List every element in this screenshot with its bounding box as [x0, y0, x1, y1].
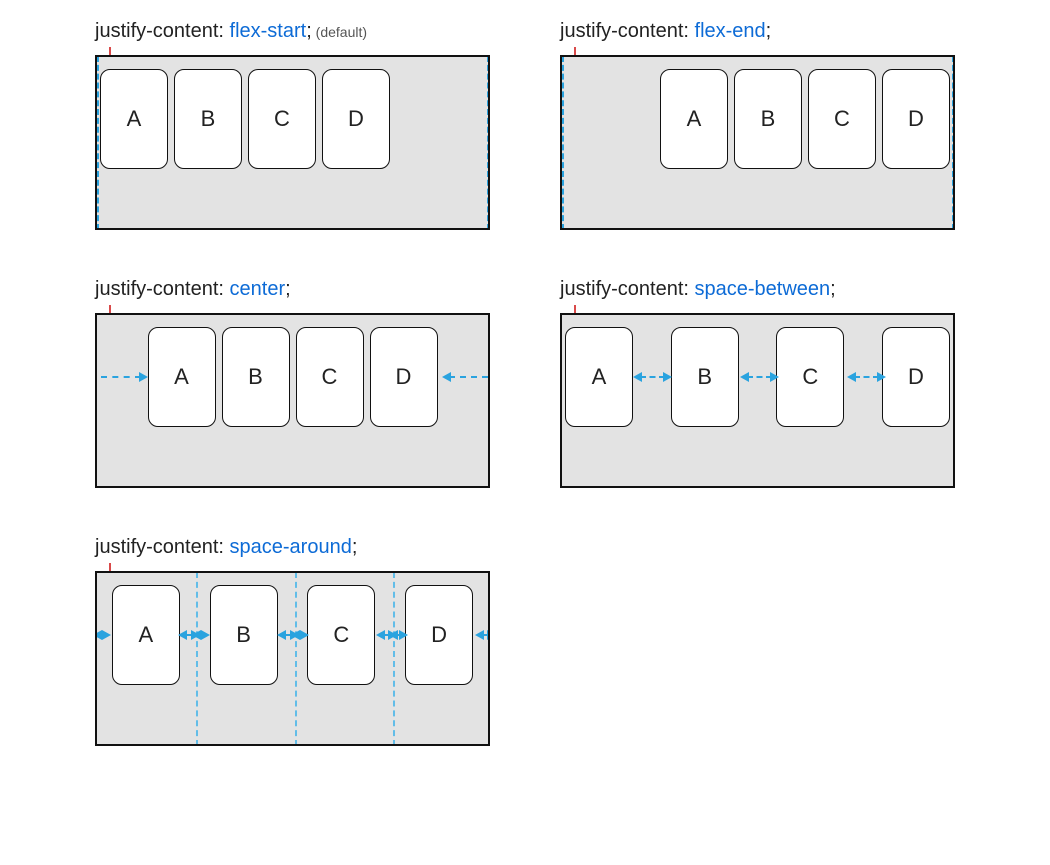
property-label: justify-content: [95, 278, 230, 300]
property-label: justify-content: [560, 278, 695, 300]
flex-item: A [660, 69, 728, 169]
property-value: flex-end [695, 20, 766, 42]
property-suffix: ; [352, 536, 358, 558]
flex-item: D [322, 69, 390, 169]
flex-item: C [248, 69, 316, 169]
flex-container: ABCD [560, 55, 955, 230]
flex-item: D [405, 585, 473, 685]
arrowhead-icon [139, 372, 148, 382]
tick-marker [574, 47, 576, 55]
panel-space-around: justify-content: space-around; ABCD [95, 536, 490, 746]
panel-flex-end: justify-content: flex-end; ABCD [560, 20, 955, 230]
arrowhead-icon [740, 372, 749, 382]
arrowhead-icon [399, 630, 408, 640]
flex-container: ABCD [95, 55, 490, 230]
flex-item: C [296, 327, 364, 427]
spacing-arrow [449, 376, 489, 378]
panel-space-between: justify-content: space-between; ABCD [560, 278, 955, 488]
property-label: justify-content: [95, 20, 230, 42]
flex-item: A [100, 69, 168, 169]
tick-marker [109, 305, 111, 313]
arrowhead-icon [389, 630, 398, 640]
arrowhead-icon [291, 630, 300, 640]
spacing-arrow [101, 376, 141, 378]
flex-row: ABCD [97, 327, 488, 427]
spacing-dash [295, 572, 297, 746]
arrowhead-icon [95, 630, 102, 640]
arrowhead-icon [192, 630, 201, 640]
flex-item: C [808, 69, 876, 169]
arrowhead-icon [442, 372, 451, 382]
tick-marker [574, 305, 576, 313]
spacing-dash [196, 572, 198, 746]
property-label: justify-content: [560, 20, 695, 42]
spacing-arrow [640, 376, 665, 378]
flex-item: C [307, 585, 375, 685]
flex-item: B [671, 327, 739, 427]
property-suffix: ; [830, 278, 836, 300]
arrowhead-icon [178, 630, 187, 640]
property-suffix: ; [766, 20, 772, 42]
panel-title: justify-content: flex-start; (default) [95, 20, 490, 43]
arrowhead-icon [847, 372, 856, 382]
property-note: (default) [312, 24, 367, 40]
flex-item: B [734, 69, 802, 169]
flex-container: ABCD [560, 313, 955, 488]
panel-flex-start: justify-content: flex-start; (default) AB… [95, 20, 490, 230]
flex-item: D [882, 327, 950, 427]
tick-marker [109, 563, 111, 571]
panel-title: justify-content: space-around; [95, 536, 490, 559]
property-suffix: ; [285, 278, 291, 300]
flex-container: ABCD [95, 313, 490, 488]
arrowhead-icon [277, 630, 286, 640]
flex-item: D [882, 69, 950, 169]
property-value: space-around [230, 536, 352, 558]
spacing-dash [393, 572, 395, 746]
panel-title: justify-content: center; [95, 278, 490, 301]
flex-item: A [112, 585, 180, 685]
arrowhead-icon [877, 372, 886, 382]
panel-center: justify-content: center; ABCD [95, 278, 490, 488]
arrowhead-icon [102, 630, 111, 640]
property-value: space-between [695, 278, 831, 300]
arrowhead-icon [300, 630, 309, 640]
spacing-arrow [854, 376, 879, 378]
flex-item: C [776, 327, 844, 427]
tick-marker [109, 47, 111, 55]
flex-item: A [565, 327, 633, 427]
flex-row: ABCD [562, 69, 953, 169]
arrowhead-icon [376, 630, 385, 640]
arrowhead-icon [770, 372, 779, 382]
arrowhead-icon [475, 630, 484, 640]
flex-item: A [148, 327, 216, 427]
panel-title: justify-content: space-between; [560, 278, 955, 301]
flex-item: D [370, 327, 438, 427]
flex-item: B [174, 69, 242, 169]
flex-container: ABCD [95, 571, 490, 746]
arrowhead-icon [201, 630, 210, 640]
flex-item: B [222, 327, 290, 427]
arrowhead-icon [487, 630, 490, 640]
property-value: flex-start [230, 20, 307, 42]
flex-item: B [210, 585, 278, 685]
flex-row: ABCD [97, 69, 488, 169]
arrowhead-icon [663, 372, 672, 382]
property-value: center [230, 278, 286, 300]
panel-title: justify-content: flex-end; [560, 20, 955, 43]
arrowhead-icon [633, 372, 642, 382]
property-label: justify-content: [95, 536, 230, 558]
spacing-arrow [747, 376, 772, 378]
